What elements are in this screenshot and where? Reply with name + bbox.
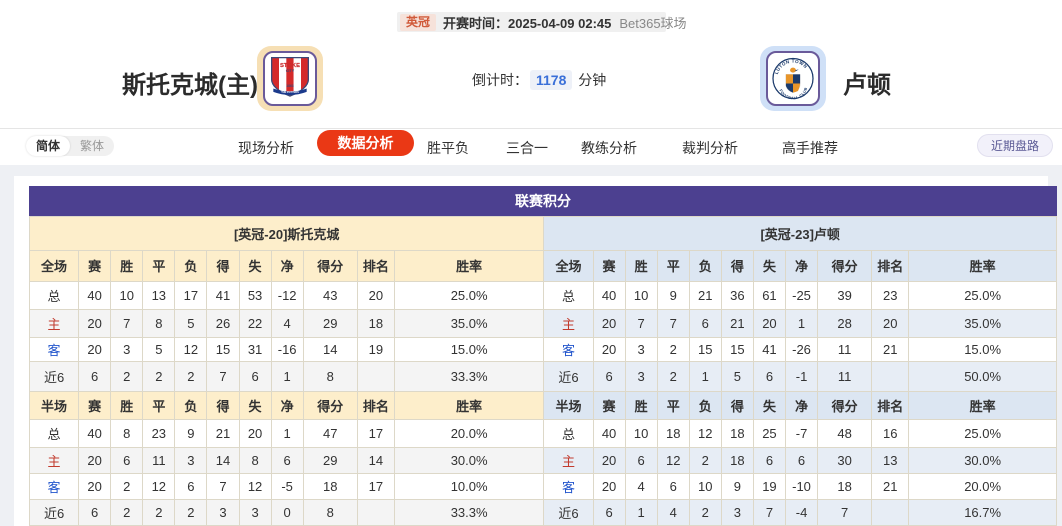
svg-text:1863: 1863 — [286, 84, 294, 88]
svg-text:STOKE: STOKE — [280, 63, 300, 69]
svg-text:CITY: CITY — [286, 69, 295, 73]
svg-text:THE POTTERS: THE POTTERS — [281, 91, 299, 94]
